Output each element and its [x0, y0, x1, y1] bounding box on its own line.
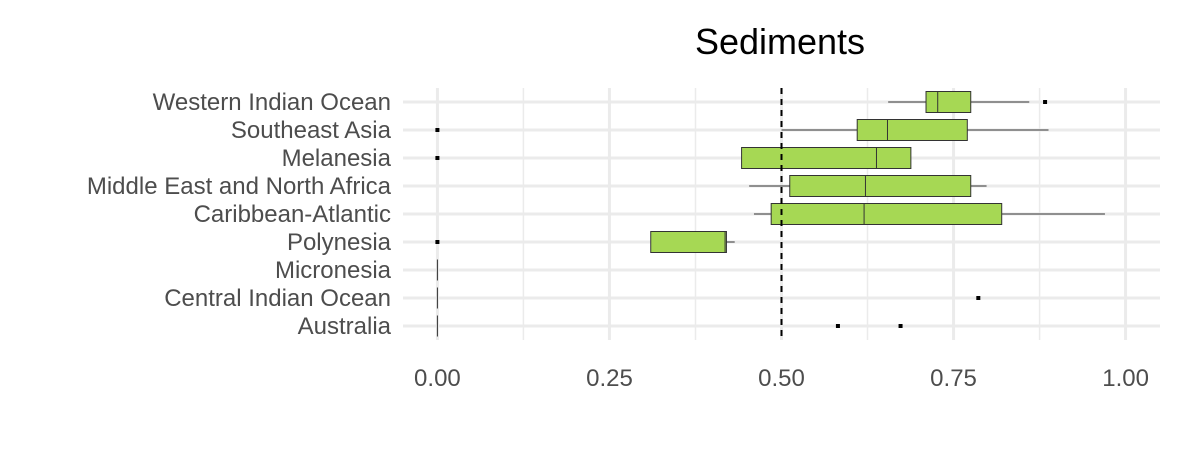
- category-label: Southeast Asia: [231, 117, 392, 144]
- outlier-point: [976, 296, 981, 300]
- box-iqr: [856, 119, 968, 141]
- box-iqr: [789, 175, 972, 197]
- x-axis-labels: 0.00 0.25 0.50 0.75 1.00: [414, 365, 1149, 392]
- category-label: Western Indian Ocean: [153, 89, 391, 116]
- box-group: [436, 315, 903, 337]
- category-label: Australia: [298, 313, 392, 340]
- box-group: [749, 175, 987, 197]
- box-iqr: [650, 231, 727, 253]
- outlier-point: [898, 324, 903, 328]
- box-group: [435, 231, 735, 253]
- x-tick-label: 0.50: [758, 365, 805, 392]
- category-label: Central Indian Ocean: [164, 285, 391, 312]
- box-iqr: [925, 91, 972, 113]
- category-label: Melanesia: [282, 145, 392, 172]
- outlier-point: [1043, 100, 1048, 104]
- outlier-point: [435, 128, 440, 132]
- x-tick-label: 0.75: [930, 365, 977, 392]
- box-iqr: [770, 203, 1003, 225]
- chart-title: Sediments: [695, 21, 865, 62]
- outlier-point: [835, 324, 840, 328]
- box-group: [888, 91, 1048, 113]
- box-group: [435, 147, 912, 169]
- box-group: [435, 119, 1049, 141]
- category-label: Middle East and North Africa: [87, 173, 392, 200]
- box-group: [753, 203, 1105, 225]
- x-tick-label: 1.00: [1102, 365, 1149, 392]
- category-label: Micronesia: [275, 257, 392, 284]
- boxplot-series: [435, 91, 1105, 337]
- outlier-point: [435, 156, 440, 160]
- category-label: Caribbean-Atlantic: [194, 201, 391, 228]
- box-group: [436, 287, 981, 309]
- category-label: Polynesia: [287, 229, 392, 256]
- x-tick-label: 0.00: [414, 365, 461, 392]
- box-iqr: [741, 147, 912, 169]
- outlier-point: [435, 240, 440, 244]
- x-tick-label: 0.25: [586, 365, 633, 392]
